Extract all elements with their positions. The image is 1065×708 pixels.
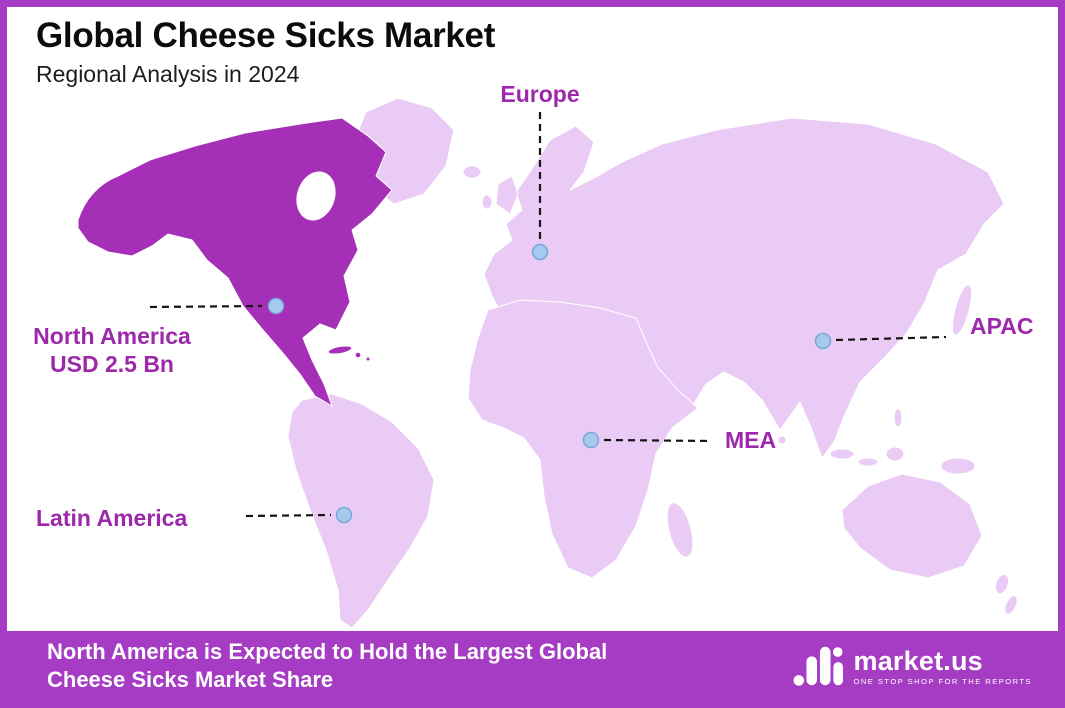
label-north-america: North America USD 2.5 Bn — [12, 322, 212, 378]
page-title: Global Cheese Sicks Market — [36, 16, 496, 55]
marketus-logo: market.us ONE STOP SHOP FOR THE REPORTS — [792, 644, 1033, 688]
marker-dot-apac — [814, 332, 832, 350]
leader-line-mea — [603, 438, 713, 443]
continent-eurasia — [462, 117, 1018, 615]
bottom-banner: North America is Expected to Hold the La… — [7, 631, 1058, 701]
hudson-bay — [296, 171, 336, 221]
logo-tagline: ONE STOP SHOP FOR THE REPORTS — [853, 676, 1032, 686]
island-new-zealand-north — [994, 573, 1010, 595]
logo-text: market.us — [853, 645, 983, 676]
island-java — [857, 457, 879, 467]
island-ireland — [481, 194, 493, 210]
world-map — [77, 97, 1018, 629]
island-puerto-rico — [365, 356, 371, 362]
label-mea: MEA — [725, 427, 777, 453]
island-new-zealand-south — [1004, 595, 1018, 615]
island-borneo — [885, 446, 905, 462]
island-hispaniola — [354, 351, 362, 359]
island-new-guinea — [940, 457, 976, 475]
banner-line-1: North America is Expected to Hold the La… — [47, 639, 608, 664]
island-iceland — [462, 165, 482, 179]
marker-dots — [267, 243, 832, 524]
island-japan — [951, 284, 973, 336]
island-philippines — [893, 408, 903, 428]
leader-line-north-america — [149, 304, 263, 309]
island-sumatra — [829, 448, 855, 460]
island-sri-lanka — [777, 435, 787, 445]
logo-text-block: market.us ONE STOP SHOP FOR THE REPORTS — [854, 647, 1033, 686]
island-cuba — [327, 345, 353, 355]
continent-australia — [841, 473, 983, 579]
marker-dot-north-america — [267, 297, 285, 315]
leader-line-latin-america — [245, 513, 332, 518]
label-europe: Europe — [500, 81, 580, 107]
banner-line-2: Cheese Sicks Market Share — [47, 667, 334, 692]
island-great-britain — [495, 175, 519, 215]
label-latin-america: Latin America — [36, 505, 188, 531]
continent-north-america-highlighted — [77, 117, 393, 408]
leader-lines — [149, 112, 947, 518]
marker-dot-latin-america — [335, 506, 353, 524]
island-madagascar — [666, 502, 694, 558]
leader-line-apac — [835, 335, 947, 342]
continent-south-america — [287, 393, 435, 629]
banner-text: North America is Expected to Hold the La… — [47, 638, 607, 694]
marker-dot-europe — [531, 243, 549, 261]
label-north-america-value: USD 2.5 Bn — [50, 351, 174, 377]
label-north-america-name: North America — [33, 323, 191, 349]
marketus-logo-icon — [792, 646, 843, 686]
marker-dot-mea — [582, 431, 600, 449]
page-subtitle: Regional Analysis in 2024 — [36, 61, 300, 87]
label-apac: APAC — [970, 313, 1034, 339]
header: Global Cheese Sicks Market Regional Anal… — [36, 16, 495, 87]
